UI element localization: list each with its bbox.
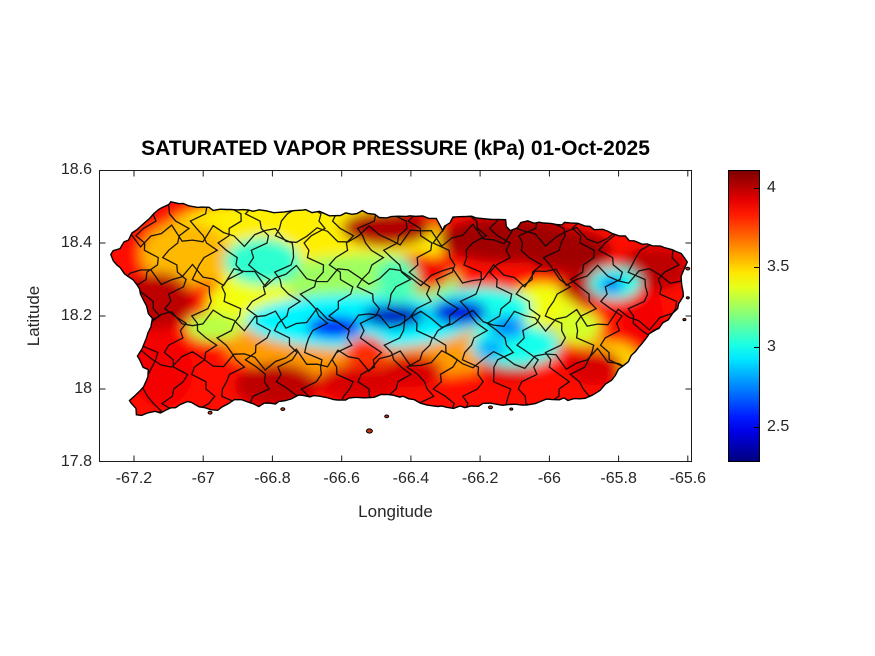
- colorbar: [728, 170, 760, 462]
- vapor-pressure-field: [110, 201, 688, 416]
- x-tick-label: -66.8: [254, 470, 291, 487]
- colorbar-tick-label: 3.5: [767, 258, 790, 276]
- colorbar-tick-label: 3: [767, 338, 776, 356]
- colorbar-tick-mark: [754, 267, 759, 268]
- x-tick-label: -66: [537, 470, 561, 487]
- colorbar-tick-mark: [754, 188, 759, 189]
- colorbar-tick-label: 4: [767, 178, 776, 196]
- x-tick-label: -67: [191, 470, 215, 487]
- colorbar-tick-label: 2.5: [767, 417, 790, 435]
- x-tick-label: -65.8: [600, 470, 637, 487]
- x-axis-label: Longitude: [358, 502, 433, 521]
- x-tick-label: -65.6: [669, 470, 707, 487]
- x-tick-label: -67.2: [115, 470, 153, 487]
- y-tick-label: 18.2: [60, 307, 92, 324]
- x-tick-label: -66.2: [461, 470, 499, 487]
- x-tick-label: -66.6: [323, 470, 360, 487]
- y-tick-label: 18: [74, 380, 92, 397]
- axes-box: [99, 170, 692, 462]
- x-tick-label: -66.4: [392, 470, 430, 487]
- y-tick-label: 18.6: [60, 161, 92, 178]
- y-tick-label: 17.8: [60, 453, 92, 470]
- chart-title: SATURATED VAPOR PRESSURE (kPa) 01-Oct-20…: [141, 137, 650, 160]
- colorbar-tick-mark: [754, 427, 759, 428]
- puerto-rico-coastline: [110, 201, 689, 417]
- map-plot: [99, 170, 692, 462]
- offshore-islets: [207, 266, 691, 434]
- municipality-boundaries: [110, 201, 688, 416]
- colorbar-tick-mark: [754, 347, 759, 348]
- y-tick-label: 18.4: [60, 234, 92, 251]
